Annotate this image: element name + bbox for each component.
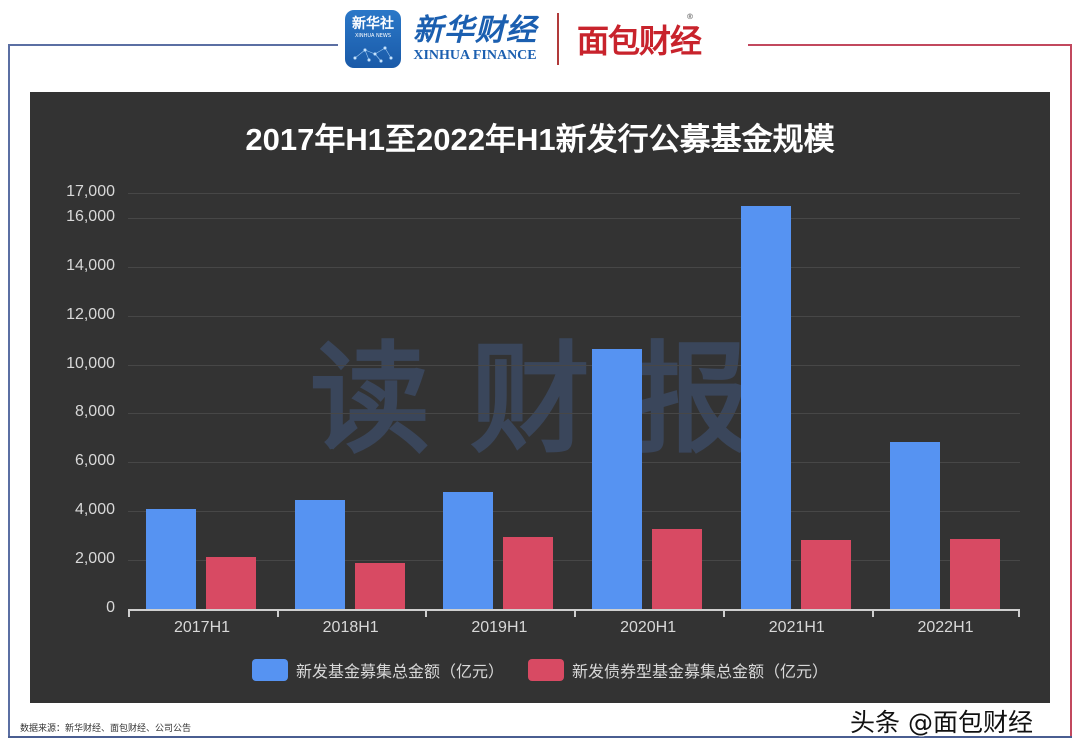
xinhua-news-logo: 新华社 XINHUA NEWS bbox=[345, 10, 401, 68]
xinhua-brand-cn: 新华财经 bbox=[413, 13, 537, 48]
logo-divider bbox=[557, 13, 559, 65]
xinhua-finance-logo: 新华财经 XINHUA FINANCE bbox=[413, 14, 537, 64]
y-tick-label: 12,000 bbox=[66, 305, 115, 323]
frame-left-border bbox=[8, 44, 10, 738]
frame-top-right-border bbox=[748, 44, 1072, 46]
y-tick-label: 2,000 bbox=[74, 550, 115, 568]
y-tick-label: 14,000 bbox=[66, 256, 115, 274]
bar-total[interactable] bbox=[592, 349, 643, 609]
grid-line bbox=[128, 193, 1020, 194]
bar-bond[interactable] bbox=[800, 540, 851, 609]
bar-bond[interactable] bbox=[949, 539, 1000, 609]
bar-total[interactable] bbox=[443, 491, 494, 609]
bar-bond[interactable] bbox=[652, 529, 703, 609]
grid-line bbox=[128, 462, 1020, 463]
bar-total[interactable] bbox=[146, 508, 196, 609]
mianbao-brand-text: 面包财经 bbox=[577, 22, 702, 60]
legend-swatch-blue bbox=[251, 659, 288, 681]
x-axis-tick bbox=[723, 609, 725, 617]
legend-item-bond[interactable]: 新发债券型基金募集总金额（亿元） bbox=[528, 658, 828, 682]
frame-bottom-border bbox=[8, 736, 1072, 738]
y-tick-label: 0 bbox=[106, 599, 115, 616]
grid-line bbox=[128, 511, 1020, 512]
x-tick-label: 2020H1 bbox=[620, 619, 677, 636]
network-icon bbox=[353, 46, 393, 63]
frame-top-left-border bbox=[8, 44, 338, 46]
legend-swatch-red bbox=[528, 659, 564, 681]
chart-title: 2017年H1至2022年H1新发行公募基金规模 bbox=[245, 122, 835, 157]
grid-line bbox=[128, 365, 1020, 366]
y-tick-label: 6,000 bbox=[74, 452, 115, 470]
frame-right-border bbox=[1070, 44, 1072, 738]
x-axis-tick bbox=[1018, 609, 1021, 617]
x-axis-tick bbox=[128, 609, 130, 617]
bar-bond[interactable] bbox=[503, 537, 554, 609]
legend-item-total[interactable]: 新发基金募集总金额（亿元） bbox=[251, 658, 504, 682]
grid-line bbox=[128, 413, 1020, 414]
registered-mark: ® bbox=[686, 12, 694, 21]
chart-panel: 2017年H1至2022年H1新发行公募基金规模 读财报 0 2,000 4,000… bbox=[30, 92, 1050, 703]
grid-line bbox=[128, 218, 1020, 219]
x-tick-label: 2019H1 bbox=[471, 619, 528, 636]
x-axis-tick bbox=[872, 609, 874, 617]
bar-total[interactable] bbox=[294, 499, 345, 609]
x-tick-label: 2017H1 bbox=[173, 619, 231, 636]
xinhua-icon-text: 新华社 bbox=[352, 16, 394, 32]
xinhua-icon-sub: XINHUA NEWS bbox=[354, 33, 392, 39]
legend-label-bond: 新发债券型基金募集总金额（亿元） bbox=[572, 662, 829, 681]
bar-total[interactable] bbox=[889, 442, 940, 609]
x-tick-label: 2021H1 bbox=[768, 619, 825, 636]
y-tick-label: 17,000 bbox=[66, 183, 115, 201]
mianbao-finance-logo: 面包财经 ® bbox=[577, 12, 702, 62]
data-source-note: 数据来源：新华财经、面包财经、公司公告 bbox=[20, 724, 192, 734]
grid-line bbox=[128, 560, 1020, 561]
bar-bond[interactable] bbox=[354, 563, 405, 609]
xinhua-brand-en: XINHUA FINANCE bbox=[413, 48, 537, 63]
watermark: 读财报 bbox=[310, 331, 790, 470]
y-tick-label: 8,000 bbox=[74, 403, 115, 421]
chart-legend: 新发基金募集总金额（亿元） 新发债券型基金募集总金额（亿元） bbox=[30, 658, 1050, 682]
y-tick-label: 4,000 bbox=[74, 501, 115, 519]
x-axis-tick bbox=[574, 609, 576, 617]
x-axis-line bbox=[128, 609, 1020, 611]
y-tick-label: 16,000 bbox=[66, 207, 115, 225]
x-axis-tick bbox=[277, 609, 279, 617]
bar-total[interactable] bbox=[740, 206, 791, 609]
legend-label-total: 新发基金募集总金额（亿元） bbox=[295, 662, 504, 681]
grid-line bbox=[128, 267, 1020, 268]
toutiao-watermark: 头条 @面包财经 bbox=[850, 708, 1033, 737]
grid-line bbox=[128, 316, 1020, 317]
x-tick-label: 2022H1 bbox=[917, 619, 974, 636]
x-tick-label: 2018H1 bbox=[322, 619, 379, 636]
x-axis-tick bbox=[425, 609, 427, 617]
bar-bond[interactable] bbox=[206, 556, 256, 609]
y-tick-label: 10,000 bbox=[66, 354, 115, 372]
header-logos: 新华社 XINHUA NEWS 新华财经 XINHUA FINANCE 面包财经… bbox=[345, 6, 745, 72]
